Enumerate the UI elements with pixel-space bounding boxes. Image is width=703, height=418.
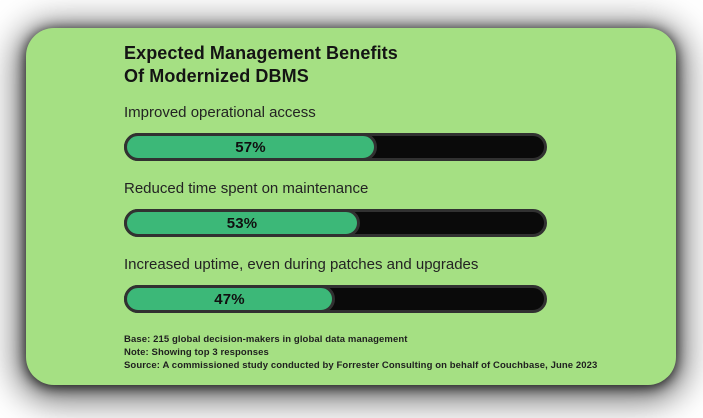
bar-track: 53% bbox=[124, 209, 547, 237]
bar-label: Improved operational access bbox=[124, 104, 316, 121]
bar-track: 57% bbox=[124, 133, 547, 161]
bar-value-label: 57% bbox=[235, 138, 266, 156]
infographic-card: Expected Management Benefits Of Moderniz… bbox=[26, 28, 676, 385]
bar-value-label: 47% bbox=[214, 290, 245, 308]
bar-group-maintenance-time: Reduced time spent on maintenance 53% bbox=[124, 181, 646, 237]
bar-group-increased-uptime: Increased uptime, even during patches an… bbox=[124, 257, 646, 313]
bar-label: Increased uptime, even during patches an… bbox=[124, 256, 479, 273]
bar-fill: 53% bbox=[124, 209, 360, 237]
bar-group-operational-access: Improved operational access 57% bbox=[124, 105, 646, 161]
bar-label: Reduced time spent on maintenance bbox=[124, 180, 369, 197]
bar-track: 47% bbox=[124, 285, 547, 313]
footnotes: Base: 215 global decision-makers in glob… bbox=[124, 333, 646, 372]
footnote-source: Source: A commissioned study conducted b… bbox=[124, 360, 598, 371]
bar-fill: 47% bbox=[124, 285, 335, 313]
chart-title: Expected Management Benefits Of Moderniz… bbox=[124, 42, 646, 88]
chart-title-line2: Of Modernized DBMS bbox=[124, 66, 309, 86]
chart-title-line1: Expected Management Benefits bbox=[124, 43, 398, 63]
bar-fill: 57% bbox=[124, 133, 377, 161]
footnote-note: Note: Showing top 3 responses bbox=[124, 347, 269, 358]
footnote-base: Base: 215 global decision-makers in glob… bbox=[124, 334, 408, 345]
bar-value-label: 53% bbox=[226, 214, 258, 232]
